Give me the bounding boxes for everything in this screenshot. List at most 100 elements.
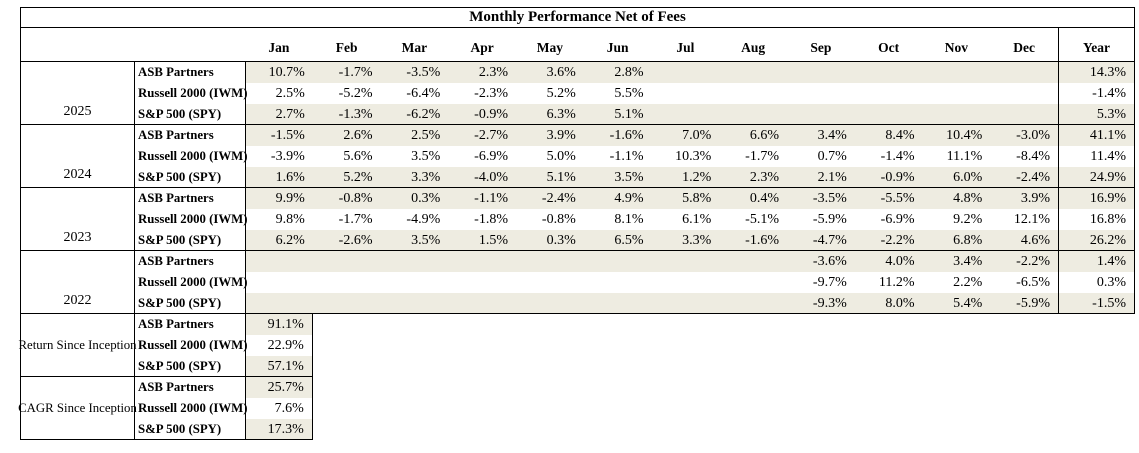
value-cell: -2.7%	[448, 125, 516, 146]
value-cell: 4.8%	[922, 188, 991, 209]
value-cell: -1.7%	[312, 62, 381, 83]
series-label: Russell 2000 (IWM)	[138, 275, 248, 289]
value-cell	[448, 272, 516, 293]
column-header-may: May	[516, 28, 584, 62]
value-cell	[855, 83, 923, 104]
value-cell: 12.1%	[1013, 212, 1050, 227]
value-cell: -9.7%	[812, 275, 847, 290]
summary-group-label: Return Since Inception	[19, 314, 137, 377]
value-cell: 1.6%	[245, 167, 313, 188]
value-cell: 0.4%	[719, 188, 787, 209]
value-cell: 2.2%	[953, 275, 983, 290]
series-label: Russell 2000 (IWM)	[138, 401, 248, 415]
value-cell: -4.9%	[406, 212, 441, 227]
value-cell: 6.6%	[719, 125, 787, 146]
value-cell: -0.9%	[448, 104, 516, 125]
value-cell: 6.1%	[682, 212, 712, 227]
value-cell	[313, 272, 381, 293]
summary-value-cell: 25.7%	[245, 377, 313, 398]
value-cell: 8.4%	[854, 125, 923, 146]
column-header-dec: Dec	[990, 28, 1058, 62]
value-cell: 2.5%	[245, 83, 313, 104]
value-cell	[652, 272, 720, 293]
value-cell: -2.4%	[990, 167, 1058, 188]
value-cell	[719, 251, 787, 272]
value-cell: 2.6%	[312, 125, 381, 146]
summary-value-cell: 57.1%	[245, 356, 313, 377]
value-cell: -6.2%	[380, 104, 449, 125]
value-cell	[380, 293, 449, 314]
value-cell: -6.5%	[1016, 275, 1050, 290]
series-label: S&P 500 (SPY)	[135, 167, 245, 188]
column-header-sep: Sep	[787, 28, 855, 62]
column-header-feb: Feb	[312, 28, 381, 62]
value-cell: 9.9%	[245, 188, 313, 209]
value-cell	[922, 104, 991, 125]
value-cell: 5.5%	[614, 86, 644, 101]
value-cell: -5.9%	[812, 212, 847, 227]
year-total-cell: 16.9%	[1058, 188, 1135, 209]
series-label: ASB Partners	[138, 65, 214, 79]
value-cell: 3.9%	[990, 188, 1058, 209]
value-cell: 6.3%	[516, 104, 584, 125]
year-label-2022: 2022	[20, 251, 135, 314]
value-cell: -5.1%	[745, 212, 779, 227]
value-cell: 3.4%	[922, 251, 991, 272]
value-cell	[854, 62, 923, 83]
column-header-oct: Oct	[854, 28, 923, 62]
value-cell: 5.2%	[312, 167, 381, 188]
value-cell: 1.5%	[448, 230, 516, 251]
series-label: S&P 500 (SPY)	[135, 293, 245, 314]
value-cell: 2.3%	[448, 62, 516, 83]
value-cell: -2.3%	[474, 86, 508, 101]
year-total-cell: 14.3%	[1058, 62, 1135, 83]
value-cell: 2.7%	[245, 104, 313, 125]
value-cell: 5.4%	[922, 293, 991, 314]
value-cell	[719, 272, 787, 293]
value-cell	[584, 272, 652, 293]
value-cell: 4.9%	[583, 188, 652, 209]
value-cell: -1.1%	[609, 149, 644, 164]
value-cell	[380, 251, 449, 272]
value-cell	[719, 83, 787, 104]
header-spacer	[20, 28, 245, 62]
value-cell: -0.8%	[312, 188, 381, 209]
value-cell: 6.5%	[583, 230, 652, 251]
series-label: ASB Partners	[138, 380, 214, 394]
value-cell: 11.1%	[946, 149, 983, 164]
series-label: Russell 2000 (IWM)	[138, 338, 248, 352]
series-label: S&P 500 (SPY)	[135, 104, 245, 125]
value-cell: 9.8%	[245, 209, 313, 230]
value-cell: -6.9%	[474, 149, 508, 164]
summary-value-cell: 17.3%	[245, 419, 313, 440]
value-cell	[787, 62, 855, 83]
series-label: S&P 500 (SPY)	[135, 356, 245, 377]
year-label-2024: 2024	[20, 125, 135, 188]
table-title: Monthly Performance Net of Fees	[20, 7, 1135, 28]
value-cell: -4.0%	[448, 167, 516, 188]
year-total-cell: 0.3%	[1058, 272, 1135, 293]
value-cell	[652, 83, 720, 104]
value-cell	[516, 293, 584, 314]
column-header-apr: Apr	[448, 28, 516, 62]
value-cell: -3.5%	[787, 188, 855, 209]
column-header-jan: Jan	[245, 28, 313, 62]
summary-value-cell: 91.1%	[245, 314, 313, 335]
value-cell: 6.0%	[922, 167, 991, 188]
value-cell: -9.3%	[787, 293, 855, 314]
column-header-jun: Jun	[583, 28, 652, 62]
value-cell: -3.6%	[787, 251, 855, 272]
value-cell: 4.6%	[990, 230, 1058, 251]
year-total-cell: 11.4%	[1058, 146, 1135, 167]
series-label: ASB Partners	[138, 128, 214, 142]
value-cell: -1.7%	[745, 149, 779, 164]
value-cell	[651, 104, 720, 125]
value-cell: 5.8%	[651, 188, 720, 209]
value-cell	[516, 251, 584, 272]
value-cell: -0.8%	[541, 212, 576, 227]
value-cell: -1.3%	[312, 104, 381, 125]
value-cell: 5.1%	[583, 104, 652, 125]
value-cell	[516, 272, 584, 293]
value-cell	[583, 251, 652, 272]
